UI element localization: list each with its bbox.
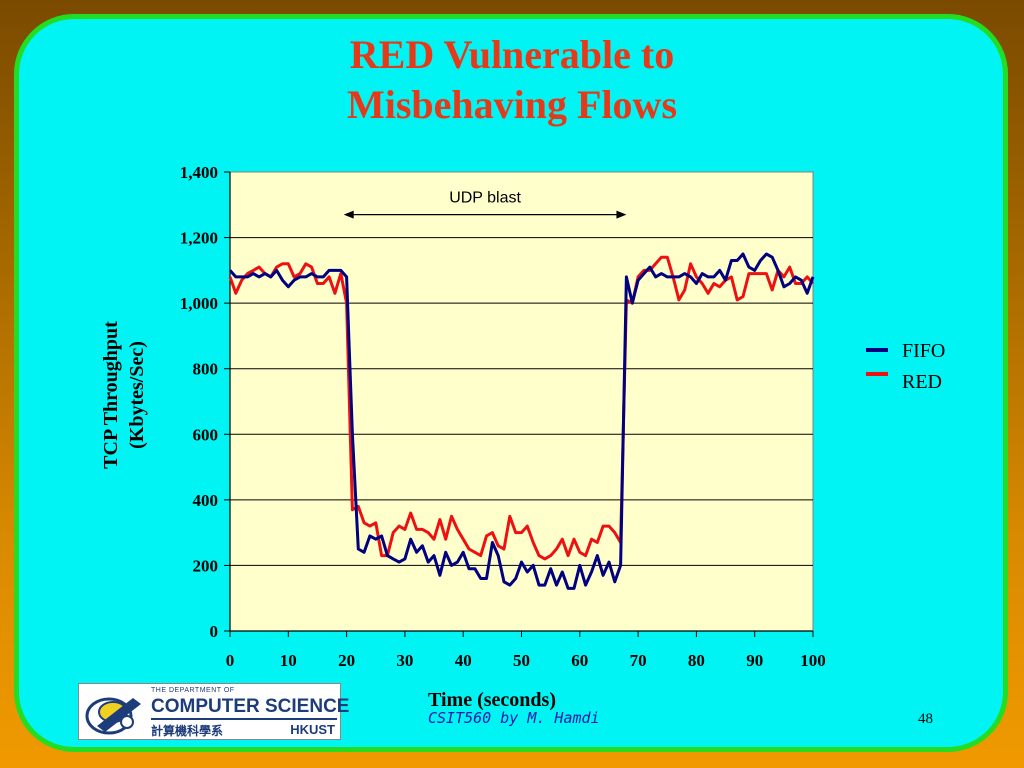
x-tick-labels: 0 10 20 30 40 50 60 70 80 90 100 xyxy=(226,651,826,670)
logo-text-chinese: 計算機科學系 xyxy=(151,724,224,738)
annotation: UDP blast xyxy=(343,190,627,219)
y-tick-labels: 0 200 400 600 800 1,000 1,200 1,400 xyxy=(180,163,218,641)
x-tick-label-6: 60 xyxy=(571,651,588,670)
x-axis-title: Time (seconds) xyxy=(428,689,556,711)
x-tick-label-5: 50 xyxy=(513,651,530,670)
slide-title-line2: Misbehaving Flows xyxy=(346,82,678,127)
footer-text: CSIT560 by M. Hamdi xyxy=(428,709,600,727)
series-line-fifo xyxy=(228,252,815,590)
udp-blast-arrowhead-right xyxy=(616,210,627,219)
x-tick-label-0: 0 xyxy=(226,651,235,670)
y-tick-label-4: 800 xyxy=(193,360,219,379)
x-tick-label-7: 70 xyxy=(630,651,647,670)
page-number: 48 xyxy=(918,711,933,727)
logo-text-computer-science: COMPUTER SCIENCE xyxy=(151,696,350,717)
logo-divider xyxy=(151,718,337,720)
udp-blast-label: UDP blast xyxy=(449,190,521,207)
slide-title: RED Vulnerable to Misbehaving Flows xyxy=(0,30,1024,130)
series-lines xyxy=(228,252,815,590)
y-tick-label-3: 600 xyxy=(193,425,219,444)
x-tick-label-4: 40 xyxy=(455,651,472,670)
x-tick-label-8: 80 xyxy=(688,651,705,670)
gridlines xyxy=(230,237,813,566)
x-tick-label-1: 10 xyxy=(280,651,297,670)
series-line-red xyxy=(228,255,815,561)
x-tick-label-10: 100 xyxy=(800,651,826,670)
y-tick-label-5: 1,000 xyxy=(180,294,218,313)
y-tick-label-6: 1,200 xyxy=(180,229,218,248)
legend: FIFO RED xyxy=(866,340,945,393)
y-tick-label-7: 1,400 xyxy=(180,163,218,182)
hkust-cs-logo: THE DEPARTMENT OF COMPUTER SCIENCE 計算機科學… xyxy=(78,683,349,740)
y-axis-title-line2: (Kbytes/Sec) xyxy=(126,341,148,449)
legend-label-red: RED xyxy=(902,371,942,393)
y-axis-title-line1: TCP Throughput xyxy=(100,321,122,469)
logo-text-department: THE DEPARTMENT OF xyxy=(151,687,235,694)
legend-label-fifo: FIFO xyxy=(902,340,945,362)
udp-blast-arrowhead-left xyxy=(343,210,354,219)
logo-emblem-icon xyxy=(85,697,141,735)
y-tick-label-0: 0 xyxy=(210,622,219,641)
plot-area xyxy=(229,171,814,632)
y-tick-label-1: 200 xyxy=(193,556,219,575)
x-tick-label-3: 30 xyxy=(396,651,413,670)
y-tick-label-2: 400 xyxy=(193,491,219,510)
axes xyxy=(224,171,814,637)
logo-text-hkust: HKUST xyxy=(290,722,335,737)
x-tick-label-9: 90 xyxy=(746,651,763,670)
slide-title-line1: RED Vulnerable to xyxy=(349,32,675,77)
x-tick-label-2: 20 xyxy=(338,651,355,670)
